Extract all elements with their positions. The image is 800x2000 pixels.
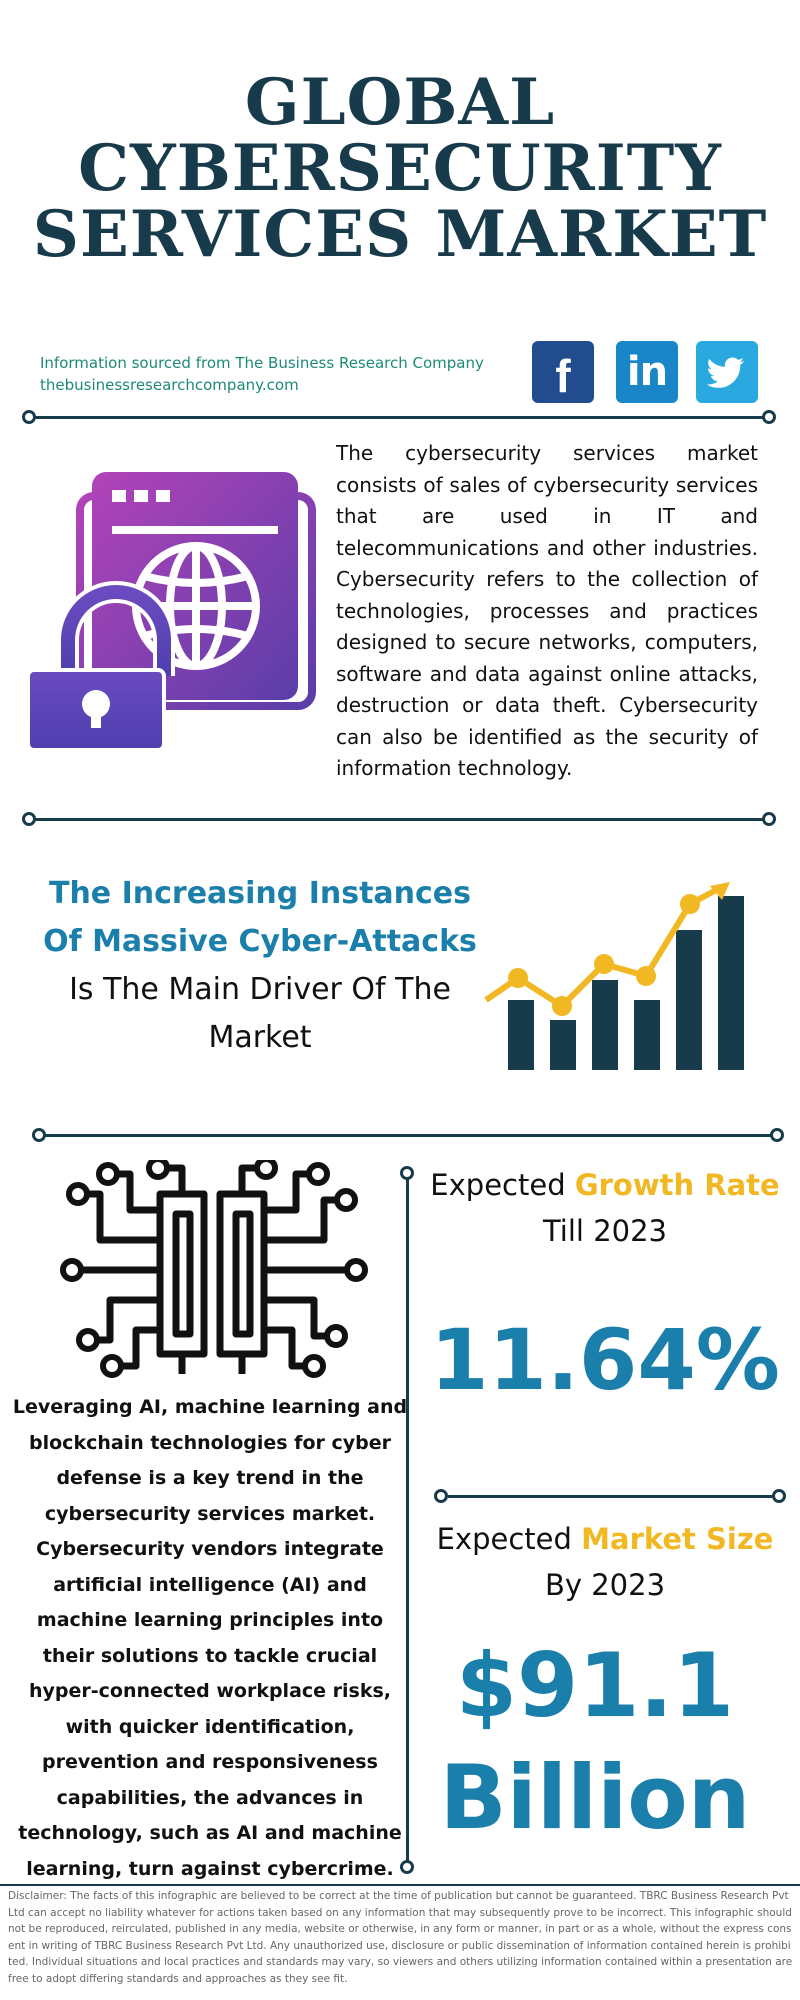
market-size-suffix: By 2023 [544, 1568, 666, 1602]
divider-3-right-dot [770, 1128, 784, 1142]
market-size-unit: Billion [439, 1746, 751, 1849]
divider-2-left-dot [22, 812, 36, 826]
growth-rate-label: Expected Growth Rate Till 2023 [430, 1162, 780, 1254]
divider-3 [40, 1134, 776, 1137]
facebook-icon[interactable]: f [532, 341, 594, 403]
title-line-2: CYBERSECURITY [78, 131, 722, 206]
growth-rate-value: 11.64% [430, 1311, 780, 1409]
key-trend-text: Leveraging AI, machine learning and bloc… [12, 1396, 408, 1880]
circuit-icon [60, 1160, 368, 1378]
market-driver: The Increasing Instances Of Massive Cybe… [30, 870, 490, 1062]
title-line-1: GLOBAL [244, 65, 556, 140]
divider-3-left-dot [32, 1128, 46, 1142]
growth-highlight: Growth Rate [574, 1168, 780, 1202]
twitter-bird-icon [706, 357, 744, 388]
market-size-prefix: Expected [436, 1522, 572, 1556]
divider-4 [448, 1495, 774, 1498]
vertical-divider [406, 1176, 409, 1868]
source-info: Information sourced from The Business Re… [40, 352, 484, 396]
twitter-icon[interactable] [696, 341, 758, 403]
growth-suffix: Till 2023 [542, 1214, 667, 1248]
driver-highlight: The Increasing Instances Of Massive Cybe… [43, 876, 477, 959]
source-company: Information sourced from The Business Re… [40, 354, 484, 372]
market-size-label: Expected Market Size By 2023 [430, 1516, 780, 1608]
page-title: GLOBAL CYBERSECURITY SERVICES MARKET [0, 70, 800, 268]
divider-1-right-dot [762, 410, 776, 424]
divider-1 [30, 416, 770, 419]
market-size-value: $91.1 Billion [420, 1630, 770, 1854]
divider-4-left-dot [434, 1489, 448, 1503]
market-description: The cybersecurity services market consis… [336, 441, 758, 780]
divider-4-right-dot [772, 1489, 786, 1503]
source-url[interactable]: thebusinessresearchcompany.com [40, 376, 299, 394]
disclaimer: Disclaimer: The facts of this infographi… [8, 1890, 793, 1985]
divider-2-right-dot [762, 812, 776, 826]
title-line-3: SERVICES MARKET [32, 197, 768, 272]
footer-rule [0, 1884, 800, 1886]
vertical-divider-top-dot [400, 1166, 414, 1180]
linkedin-icon[interactable]: in [616, 341, 678, 403]
growth-prefix: Expected [430, 1168, 566, 1202]
web-security-icon [28, 472, 316, 752]
market-size-amount: $91.1 [455, 1634, 735, 1737]
driver-rest: Is The Main Driver Of The Market [69, 972, 451, 1055]
divider-1-left-dot [22, 410, 36, 424]
market-size-highlight: Market Size [581, 1522, 774, 1556]
vertical-divider-bottom-dot [400, 1860, 414, 1874]
growth-chart-icon [484, 882, 744, 1070]
divider-2 [30, 818, 770, 821]
